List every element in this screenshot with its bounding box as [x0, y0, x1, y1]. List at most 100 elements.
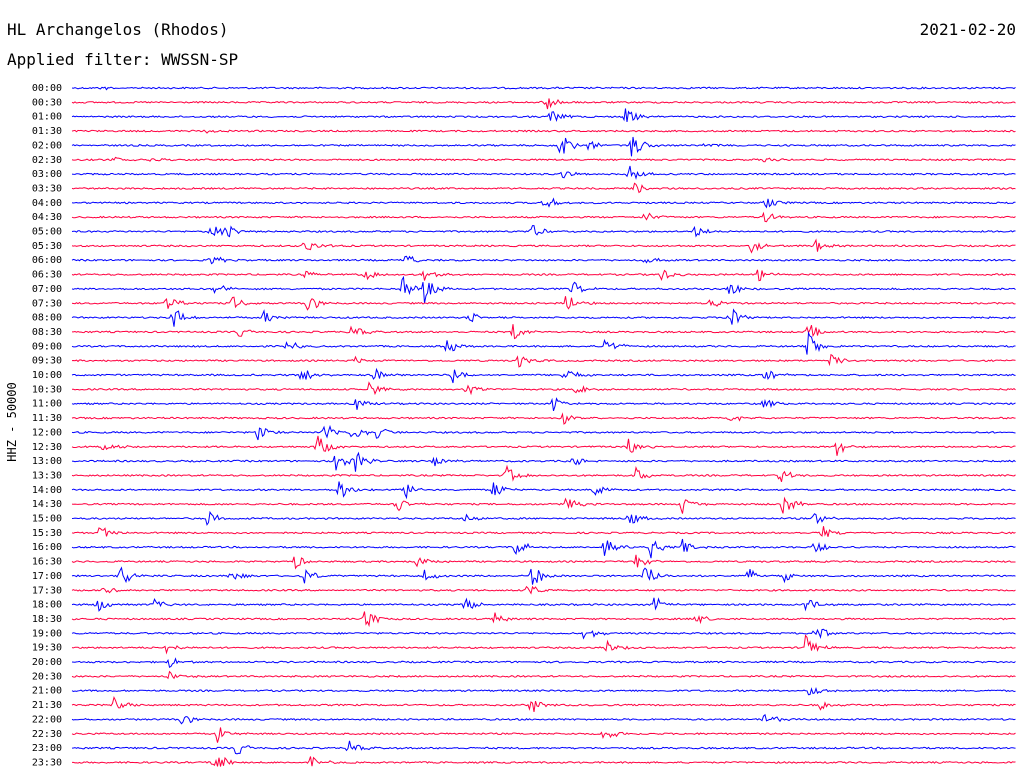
trace-row: [71, 451, 1016, 472]
trace-row: [71, 367, 1016, 384]
row-time-label: 23:00: [32, 743, 62, 754]
row-time-label: 05:30: [32, 241, 62, 252]
trace-row: [71, 713, 1016, 725]
plot-date: 2021-02-20: [919, 20, 1016, 39]
row-time-label: 15:00: [32, 514, 62, 525]
trace-row: [71, 225, 1016, 238]
trace-row: [71, 397, 1016, 412]
row-time-label: 13:30: [32, 470, 62, 481]
trace-row: [71, 182, 1016, 194]
trace-row: [72, 324, 1016, 340]
row-time-label: 08:30: [32, 327, 62, 338]
row-time-label: 12:00: [32, 427, 62, 438]
trace-row: [71, 129, 1016, 134]
trace-row: [71, 554, 1016, 570]
row-time-label: 15:30: [32, 528, 62, 539]
row-time-label: 02:30: [32, 155, 62, 166]
trace-row: [71, 136, 1016, 157]
trace-row: [71, 353, 1016, 368]
row-time-label: 11:00: [32, 399, 62, 410]
row-time-label: 17:30: [32, 585, 62, 596]
trace-row: [72, 756, 1016, 767]
trace-row: [72, 381, 1016, 396]
trace-row: [71, 634, 1016, 655]
trace-row: [71, 156, 1016, 163]
trace-row: [71, 566, 1016, 585]
row-time-label: 06:00: [32, 255, 62, 266]
row-time-label: 16:00: [32, 542, 62, 553]
trace-row: [71, 108, 1016, 122]
trace-row: [71, 740, 1016, 755]
trace-row: [71, 165, 1016, 180]
trace-row: [71, 424, 1016, 441]
row-time-label: 21:00: [32, 686, 62, 697]
trace-row: [71, 197, 1016, 209]
row-time-label: 09:00: [32, 341, 62, 352]
row-time-label: 00:00: [32, 83, 62, 94]
row-time-label: 02:00: [32, 140, 62, 151]
row-time-label: 14:30: [32, 499, 62, 510]
row-time-label: 03:30: [32, 183, 62, 194]
trace-row: [71, 657, 1016, 668]
trace-row: [71, 86, 1016, 91]
row-time-label: 20:30: [32, 671, 62, 682]
row-time-label: 03:00: [32, 169, 62, 180]
trace-row: [71, 481, 1016, 500]
row-time-label: 09:30: [32, 356, 62, 367]
trace-row: [71, 269, 1016, 282]
row-time-label: 18:00: [32, 600, 62, 611]
trace-row: [71, 412, 1016, 425]
row-time-label: 08:00: [32, 313, 62, 324]
row-time-label: 05:00: [32, 227, 62, 238]
row-time-label: 20:00: [32, 657, 62, 668]
trace-row: [71, 275, 1016, 304]
trace-row: [71, 211, 1016, 223]
row-time-label: 16:30: [32, 557, 62, 568]
trace-row: [71, 296, 1016, 311]
filter-label: Applied filter: WWSSN-SP: [7, 50, 239, 69]
row-time-label: 13:00: [32, 456, 62, 467]
trace-row: [71, 496, 1016, 514]
trace-row: [71, 670, 1016, 680]
row-time-label: 22:00: [32, 714, 62, 725]
trace-row: [71, 695, 1016, 712]
trace-row: [71, 611, 1016, 628]
row-time-label: 06:30: [32, 270, 62, 281]
trace-row: [71, 435, 1016, 456]
row-time-label: 04:00: [32, 198, 62, 209]
trace-row: [71, 628, 1016, 640]
row-time-label: 01:30: [32, 126, 62, 137]
row-time-label: 19:00: [32, 628, 62, 639]
trace-row: [71, 687, 1016, 696]
trace-row: [71, 331, 1016, 355]
trace-row: [71, 597, 1016, 612]
row-time-label: 07:30: [32, 298, 62, 309]
trace-row: [71, 585, 1016, 595]
row-time-label: 00:30: [32, 97, 62, 108]
row-time-label: 04:30: [32, 212, 62, 223]
row-time-label: 22:30: [32, 729, 62, 740]
trace-row: [71, 98, 1016, 110]
row-time-label: 12:30: [32, 442, 62, 453]
trace-row: [71, 464, 1016, 482]
row-time-label: 01:00: [32, 112, 62, 123]
trace-row: [71, 308, 1016, 327]
row-time-label: 18:30: [32, 614, 62, 625]
row-time-label: 14:00: [32, 485, 62, 496]
row-time-label: 21:30: [32, 700, 62, 711]
station-title: HL Archangelos (Rhodos): [7, 20, 229, 39]
trace-row: [71, 238, 1016, 254]
trace-row: [71, 255, 1016, 265]
row-time-label: 10:00: [32, 370, 62, 381]
row-time-label: 17:00: [32, 571, 62, 582]
row-time-label: 10:30: [32, 384, 62, 395]
trace-row: [71, 538, 1016, 559]
trace-row: [71, 510, 1016, 526]
row-time-label: 11:30: [32, 413, 62, 424]
row-time-label: 23:30: [32, 757, 62, 768]
trace-row: [71, 727, 1016, 743]
row-time-label: 07:00: [32, 284, 62, 295]
row-time-label: 19:30: [32, 643, 62, 654]
trace-row: [71, 526, 1016, 537]
